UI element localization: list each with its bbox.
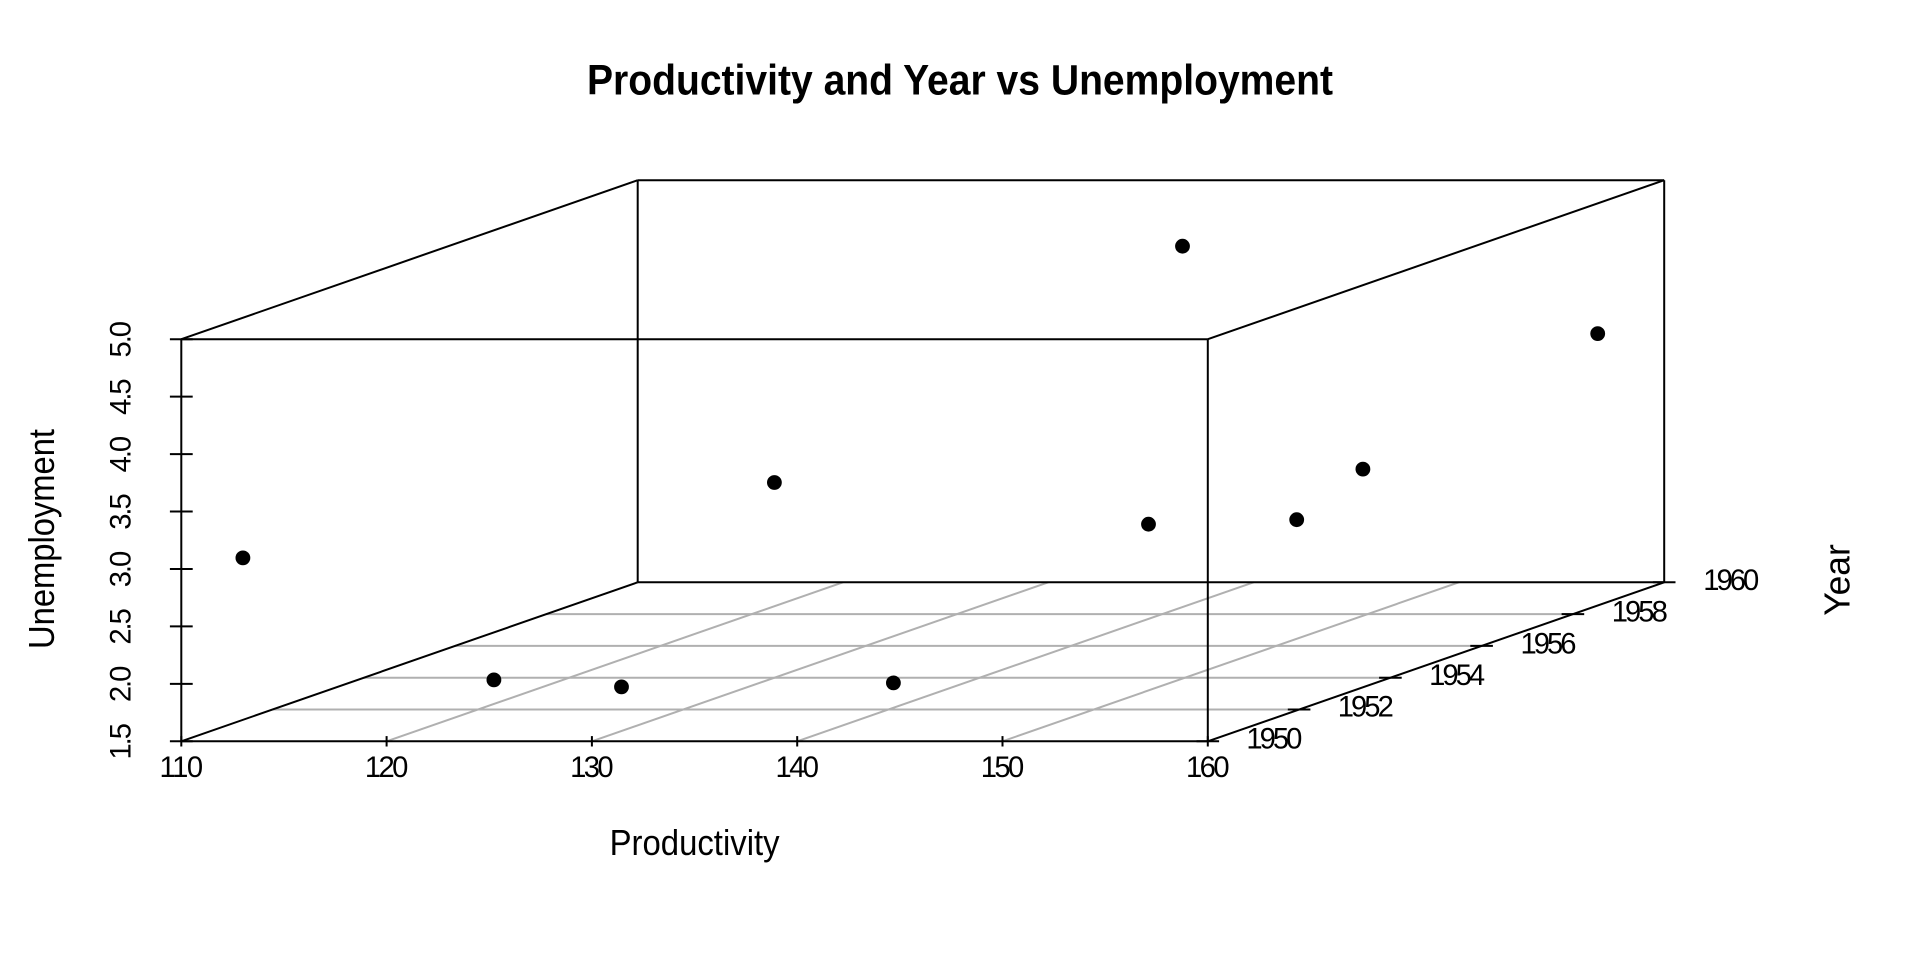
svg-text:2.5: 2.5 [105,608,137,645]
svg-text:130: 130 [570,752,614,784]
svg-text:5.0: 5.0 [105,321,137,358]
svg-text:Productivity and Year vs Unemp: Productivity and Year vs Unemployment [587,57,1333,105]
svg-text:3.0: 3.0 [105,551,137,588]
svg-text:1954: 1954 [1429,660,1485,692]
svg-text:160: 160 [1186,752,1230,784]
svg-text:4.0: 4.0 [105,436,137,473]
svg-text:1956: 1956 [1521,628,1577,660]
svg-text:2.0: 2.0 [105,666,137,703]
svg-text:1950: 1950 [1246,723,1302,755]
svg-text:150: 150 [981,752,1025,784]
svg-text:1960: 1960 [1703,565,1759,597]
svg-text:120: 120 [365,752,409,784]
svg-text:Year: Year [1817,544,1858,616]
svg-text:1.5: 1.5 [105,723,137,760]
svg-text:3.5: 3.5 [105,493,137,530]
svg-text:Productivity: Productivity [610,822,780,863]
svg-text:110: 110 [160,752,204,784]
svg-text:Unemployment: Unemployment [21,429,62,649]
svg-text:4.5: 4.5 [105,378,137,415]
svg-text:140: 140 [775,752,819,784]
svg-text:1952: 1952 [1338,692,1394,724]
svg-text:1958: 1958 [1612,597,1668,629]
